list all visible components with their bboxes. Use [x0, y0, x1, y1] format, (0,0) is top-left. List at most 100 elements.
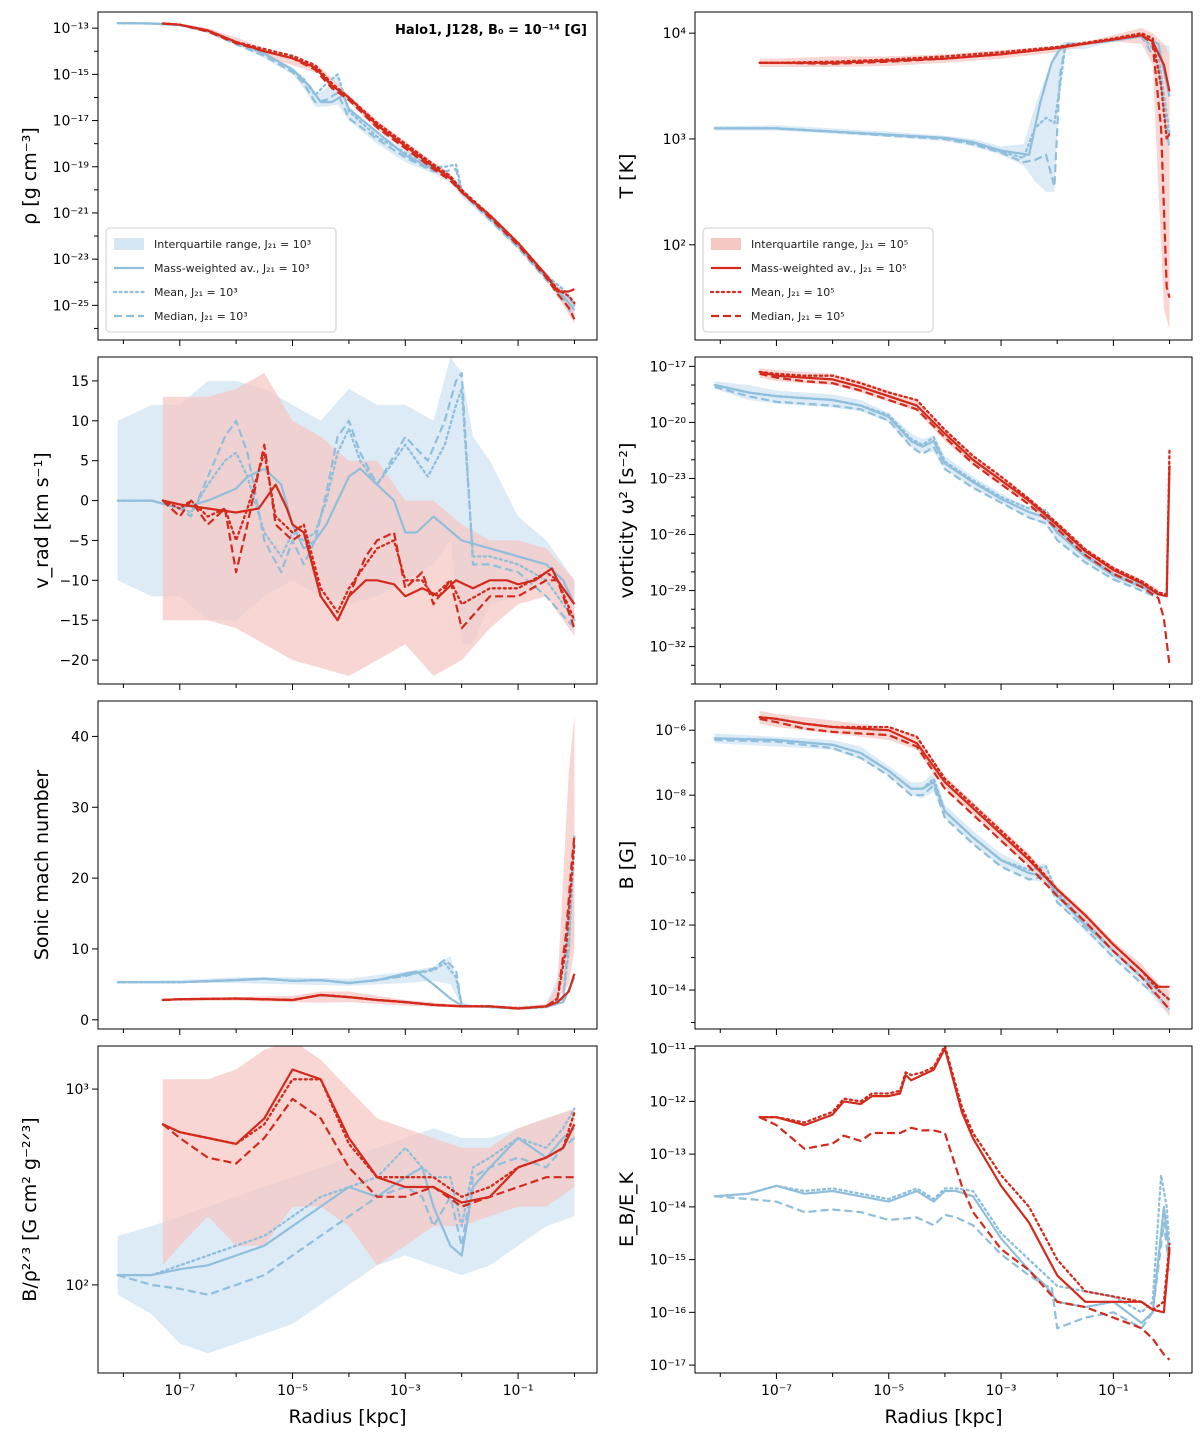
panel-ebek: 10⁻⁷ 10⁻⁵ 10⁻³ 10⁻¹ Radius [kpc] 10⁻¹¹ 10⁻¹² 10…: [616, 1042, 1193, 1428]
legend-label: Mass-weighted av., J₂₁ = 10⁵: [751, 262, 907, 275]
x-tick-label: 10⁻⁷: [164, 1383, 195, 1399]
legend-blue: Interquartile range, J₂₁ = 10³ Mass-weigh…: [105, 227, 337, 333]
dotted-line-red: [758, 716, 1171, 1001]
y-tick-label: 10⁻⁸: [655, 788, 686, 804]
y-tick-label: 10⁻¹⁷: [650, 359, 686, 375]
y-tick-label: 0: [80, 1013, 89, 1029]
plot-area: [713, 710, 1171, 1016]
plot-area: [116, 21, 576, 324]
panel-bfield: 10⁻⁶ 10⁻⁸ 10⁻¹⁰ 10⁻¹² 10⁻¹⁴ B [G]: [616, 700, 1193, 1035]
dashed-line-red: [759, 372, 1171, 666]
axes-frame: [97, 356, 598, 685]
y-tick-label: −20: [59, 653, 89, 669]
iqr-band-red: [759, 27, 1170, 330]
y-tick-label: 40: [71, 729, 89, 745]
y-tick-label: 10⁻²³: [53, 252, 89, 268]
dashed-line-blue: [714, 385, 1159, 600]
x-tick-label: 10⁻³: [986, 1383, 1017, 1399]
y-tick-label: 20: [71, 871, 89, 887]
dotted-line-blue: [116, 387, 576, 622]
axes-frame: [97, 11, 598, 341]
dotted-line-red: [161, 451, 576, 622]
y-tick-label: 10²: [66, 1278, 89, 1294]
y-tick-label: 10⁻¹⁷: [53, 114, 89, 130]
y-tick-label: 10⁻²³: [650, 471, 686, 487]
y-tick-label: 10³: [663, 132, 686, 148]
y-tick-label: −5: [68, 533, 89, 549]
axes-frame: [694, 700, 1193, 1030]
y-tick-label: 10⁻²⁹: [650, 584, 687, 600]
y-tick-label: 10⁻²⁰: [650, 415, 687, 431]
y-tick-label: 10³: [66, 1082, 89, 1098]
axes-frame: [97, 1045, 598, 1374]
axes-frame: [97, 700, 598, 1030]
y-axis-label: vorticity ω² [s⁻²]: [616, 443, 638, 599]
dashed-line-blue: [714, 1195, 1171, 1330]
y-axis-label: T [K]: [616, 154, 638, 200]
dotted-line-red: [161, 22, 576, 305]
solid-line-red: [759, 1047, 1171, 1314]
dashed-line-red: [162, 835, 576, 1010]
dotted-line-blue: [713, 1174, 1171, 1314]
y-tick-label: 10⁻¹⁴: [650, 983, 687, 999]
y-tick-label: 10⁻¹⁴: [650, 1200, 687, 1216]
dashed-line-red: [759, 1116, 1171, 1361]
solid-line-blue: [117, 467, 576, 605]
y-tick-label: 10⁴: [663, 26, 687, 42]
panel-temp: 10² 10³ 10⁴ T [K] Interquartile range, J₂₁ =…: [616, 11, 1193, 346]
solid-line-red: [162, 22, 575, 293]
plot-area: [713, 27, 1171, 330]
y-tick-label: 10: [71, 414, 89, 430]
y-tick-label: 15: [71, 374, 89, 390]
dashed-line-red: [759, 717, 1171, 1011]
x-tick-label: 10⁻⁵: [873, 1383, 904, 1399]
y-tick-label: 10⁻¹¹: [650, 1042, 686, 1058]
axes-frame: [694, 356, 1193, 685]
panel-vrad: 15 10 5 0 −5 −10 −15 −20 v_rad [km s⁻¹]: [31, 356, 598, 690]
legend-label: Mass-weighted av., J₂₁ = 10³: [154, 262, 310, 275]
dotted-line-red: [758, 370, 1171, 596]
dashed-line-blue: [117, 371, 576, 629]
y-tick-label: 5: [80, 454, 89, 470]
panel-vort: 10⁻¹⁷ 10⁻²⁰ 10⁻²³ 10⁻²⁶ 10⁻²⁹ 10⁻³² vorticity …: [616, 356, 1193, 690]
x-tick-label: 10⁻⁵: [277, 1383, 308, 1399]
y-tick-label: 10⁻⁶: [655, 723, 686, 739]
y-axis-label: B [G]: [616, 841, 638, 890]
y-axis-label: B/ρ²ᐟ³ [G cm² g⁻²ᐟ³]: [19, 1117, 41, 1301]
y-tick-label: −10: [59, 573, 89, 589]
y-axis-label: v_rad [km s⁻¹]: [31, 452, 53, 588]
iqr-band-red: [759, 710, 1170, 1016]
y-tick-label: 10²: [663, 238, 686, 254]
solid-line-blue: [117, 1127, 576, 1277]
legend-box: [702, 227, 934, 333]
legend-box: [105, 227, 337, 333]
x-axis-label: Radius [kpc]: [288, 1406, 406, 1428]
legend-swatch-band: [114, 238, 144, 250]
plot-area: [116, 1046, 576, 1354]
dashed-line-red: [162, 443, 576, 630]
plot-area: [116, 357, 576, 676]
plot-area: [713, 1046, 1171, 1361]
y-axis-label: E_B/E_K: [616, 1172, 638, 1247]
solid-line-blue: [117, 970, 576, 1010]
solid-line-red: [759, 370, 1171, 598]
y-tick-label: 10⁻¹⁵: [650, 1253, 686, 1269]
legend-label: Median, J₂₁ = 10³: [154, 310, 248, 323]
legend-label: Interquartile range, J₂₁ = 10³: [154, 238, 311, 251]
plot-area: [116, 715, 576, 1010]
legend-red: Interquartile range, J₂₁ = 10⁵ Mass-weigh…: [702, 227, 934, 333]
dashed-line-red: [162, 1097, 575, 1208]
dotted-line-red: [758, 1046, 1171, 1311]
y-tick-label: 10⁻³²: [650, 640, 686, 656]
y-tick-label: 30: [71, 800, 89, 816]
y-tick-label: 10: [71, 942, 89, 958]
x-tick-label: 10⁻¹: [1098, 1383, 1129, 1399]
iqr-band-red: [162, 715, 575, 1010]
y-tick-label: 10⁻¹⁶: [650, 1305, 687, 1321]
axes-frame: [694, 11, 1193, 341]
y-axis-label: Sonic mach number: [31, 770, 53, 961]
panel-rho: 10⁻¹³ 10⁻¹⁵ 10⁻¹⁷ 10⁻¹⁹ 10⁻²¹ 10⁻²³ 10⁻²⁵ ρ [g …: [19, 11, 598, 346]
solid-line-red: [162, 483, 576, 622]
y-tick-label: 0: [80, 494, 89, 510]
